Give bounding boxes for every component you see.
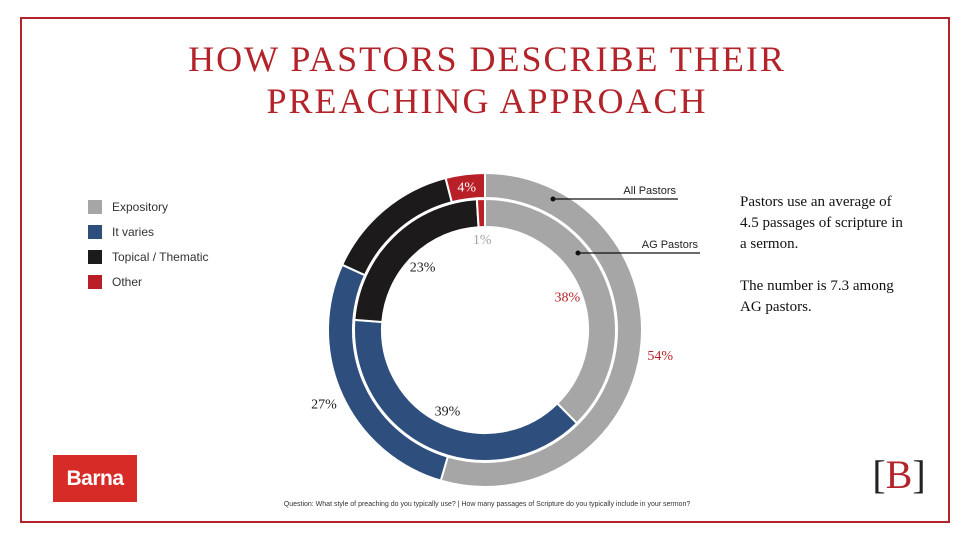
legend-label-other: Other — [112, 275, 143, 289]
legend-label-it-varies: It varies — [112, 225, 155, 239]
data-label-ag-it-varies: 23% — [410, 261, 436, 276]
data-label-all-other: 54% — [647, 349, 673, 364]
legend-item-it-varies: It varies — [88, 225, 209, 239]
data-label-all-expository: 4% — [457, 181, 476, 196]
chart-title: HOW PASTORS DESCRIBE THEIR PREACHING APP… — [0, 38, 974, 122]
border-frame — [20, 17, 950, 523]
legend-item-expository: Expository — [88, 200, 209, 214]
title-line-2: PREACHING APPROACH — [266, 81, 708, 121]
donut-slice-ag-expository — [475, 197, 486, 229]
side-note-ag: The number is 7.3 among AG pastors. — [740, 278, 894, 315]
legend-item-topical: Topical / Thematic — [88, 250, 209, 264]
barna-mark-letter: B — [885, 452, 913, 497]
legend: Expository It varies Topical / Thematic … — [88, 200, 209, 300]
data-label-all-topical: 27% — [311, 398, 337, 413]
barna-logo-text: Barna — [66, 466, 124, 490]
question-footnote: Question: What style of preaching do you… — [283, 501, 691, 508]
callout-dot-all — [550, 196, 556, 202]
legend-swatch-expository — [88, 200, 102, 214]
legend-swatch-topical — [88, 250, 102, 264]
data-label-ag-other: 38% — [555, 290, 581, 305]
legend-label-topical: Topical / Thematic — [112, 250, 209, 264]
data-label-ag-topical: 39% — [435, 405, 461, 420]
side-note-average: Pastors use an average of 4.5 passages o… — [740, 194, 903, 252]
data-label-all-it-varies: 14% — [364, 195, 390, 210]
callout-dot-ag — [575, 250, 581, 256]
data-label-ag-expository: 1% — [473, 233, 492, 248]
legend-swatch-it-varies — [88, 225, 102, 239]
barna-mark-logo: [B] — [872, 452, 926, 497]
legend-item-other: Other — [88, 275, 209, 289]
series-label-ag: AG Pastors — [642, 239, 699, 251]
legend-label-expository: Expository — [112, 200, 169, 214]
title-line-1: HOW PASTORS DESCRIBE THEIR — [188, 39, 786, 79]
side-note: Pastors use an average of 4.5 passages o… — [740, 192, 910, 339]
series-label-all: All Pastors — [623, 185, 676, 197]
barna-logo: Barna — [53, 455, 137, 502]
legend-swatch-other — [88, 275, 102, 289]
